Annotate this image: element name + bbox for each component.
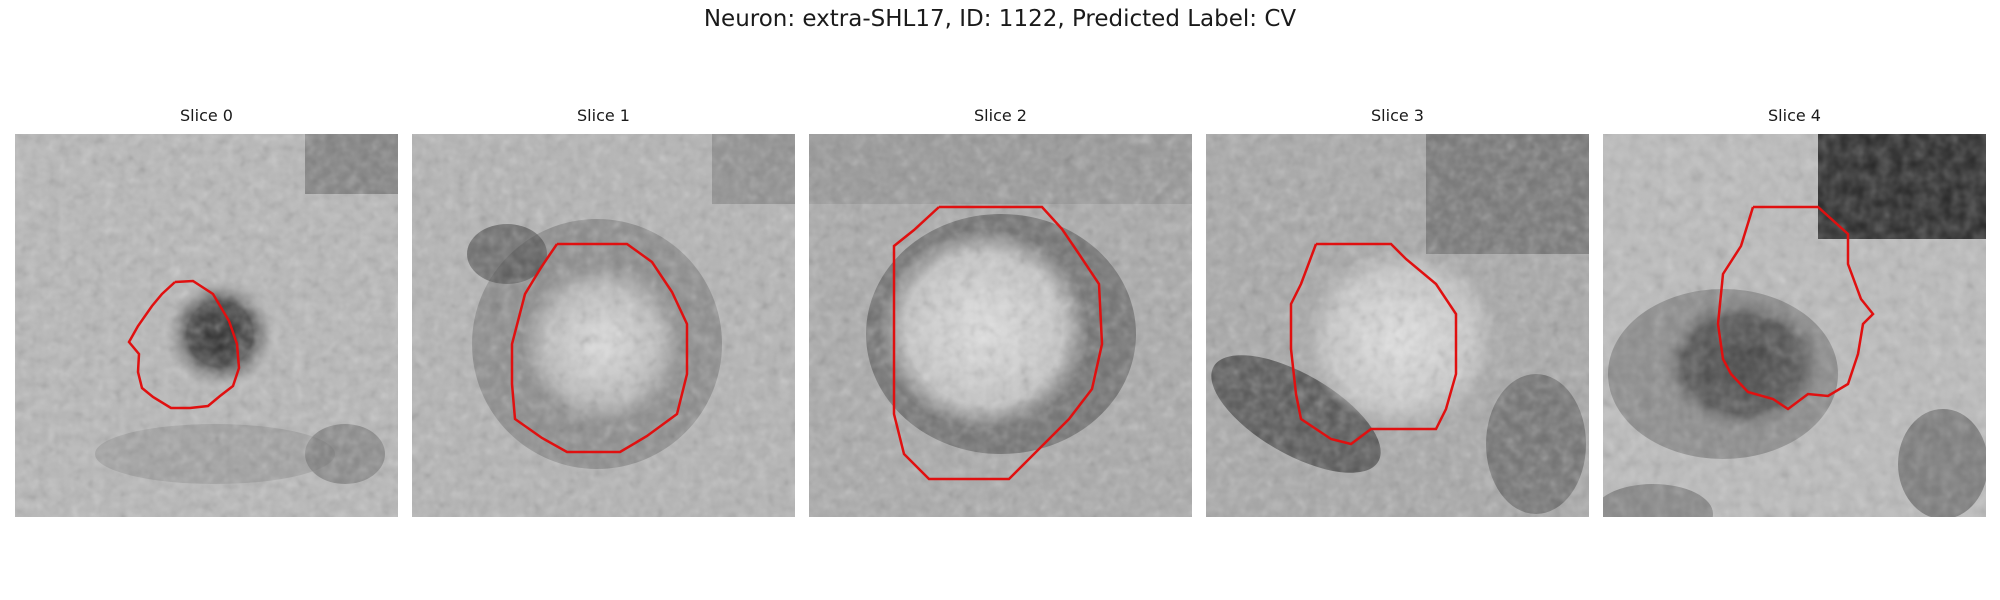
slice-image-1	[412, 134, 795, 517]
slice-image-4	[1603, 134, 1986, 517]
slice-image-0	[15, 134, 398, 517]
figure-title: Neuron: extra-SHL17, ID: 1122, Predicted…	[703, 6, 1297, 32]
contour-outline-4	[1716, 205, 1875, 411]
slice-image-3	[1206, 134, 1589, 517]
slice-title-2: Slice 2	[974, 106, 1027, 125]
contour-outline-0	[127, 279, 241, 410]
slice-title-4: Slice 4	[1768, 106, 1821, 125]
slice-image-2	[809, 134, 1192, 517]
contour-outline-1	[510, 242, 689, 454]
contour-outline-2	[892, 205, 1104, 481]
slice-title-0: Slice 0	[180, 106, 233, 125]
contour-outline-3	[1289, 242, 1458, 446]
slice-title-3: Slice 3	[1371, 106, 1424, 125]
slice-title-1: Slice 1	[577, 106, 630, 125]
